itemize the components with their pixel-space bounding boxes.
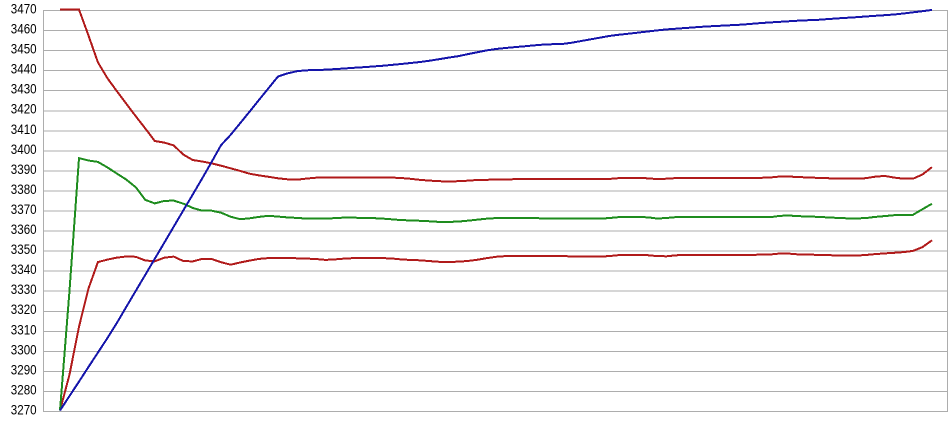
svg-text:3470: 3470 (11, 0, 37, 16)
svg-text:3340: 3340 (11, 261, 37, 277)
svg-text:3320: 3320 (11, 301, 37, 317)
svg-text:3420: 3420 (11, 101, 37, 117)
svg-text:3370: 3370 (11, 201, 37, 217)
svg-text:3380: 3380 (11, 181, 37, 197)
svg-text:3350: 3350 (11, 241, 37, 257)
svg-text:3460: 3460 (11, 20, 37, 36)
svg-text:3300: 3300 (11, 341, 37, 357)
svg-text:3270: 3270 (11, 401, 37, 417)
svg-text:3400: 3400 (11, 141, 37, 157)
svg-text:3450: 3450 (11, 41, 37, 57)
svg-text:3330: 3330 (11, 281, 37, 297)
svg-text:3360: 3360 (11, 221, 37, 237)
svg-text:3440: 3440 (11, 61, 37, 77)
svg-text:3290: 3290 (11, 361, 37, 377)
svg-text:3280: 3280 (11, 381, 37, 397)
svg-text:3430: 3430 (11, 81, 37, 97)
svg-text:3390: 3390 (11, 161, 37, 177)
svg-text:3310: 3310 (11, 321, 37, 337)
svg-text:3410: 3410 (11, 121, 37, 137)
